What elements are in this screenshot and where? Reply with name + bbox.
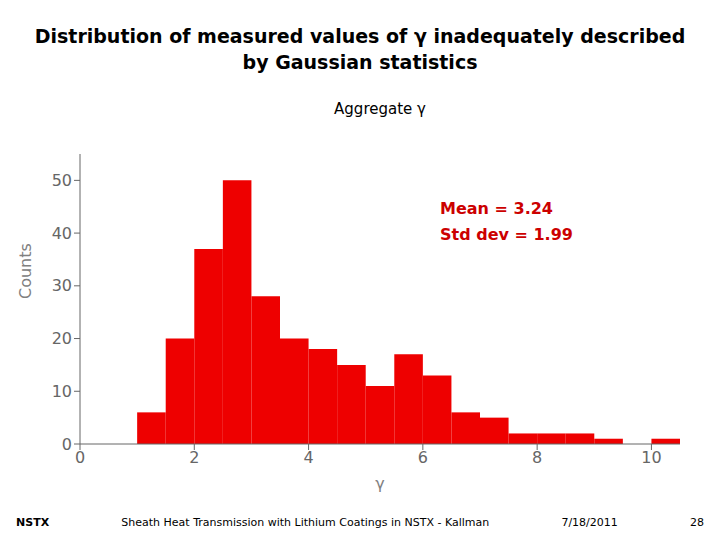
svg-text:0: 0 <box>62 435 72 454</box>
svg-text:40: 40 <box>52 224 72 243</box>
svg-text:50: 50 <box>52 171 72 190</box>
html-text:by Gaussian statistics: by Gaussian statistics <box>242 51 478 73</box>
html-text:7/18/2011: 7/18/2011 <box>561 515 618 529</box>
html-text:Distribution of measured value: Distribution of measured values of γ ina… <box>34 25 686 48</box>
svg-text:6: 6 <box>418 448 428 467</box>
svg-text:0: 0 <box>75 448 85 467</box>
svg-text:γ: γ <box>375 474 384 493</box>
html-text:Aggregate γ: Aggregate γ <box>334 100 426 118</box>
svg-text:10: 10 <box>52 382 72 401</box>
svg-text:30: 30 <box>52 276 72 295</box>
html-text:NSTX: NSTX <box>16 515 50 529</box>
svg-text:4: 4 <box>303 448 313 467</box>
html-text:Std dev = 1.99: Std dev = 1.99 <box>440 224 573 244</box>
svg-text:2: 2 <box>189 448 199 467</box>
html-text:Sheath Heat Transmission with: Sheath Heat Transmission with Lithium Co… <box>121 515 490 529</box>
svg-text:10: 10 <box>641 448 661 467</box>
html-text:Mean = 3.24: Mean = 3.24 <box>440 199 553 218</box>
svg-text:Counts: Counts <box>16 243 35 299</box>
svg-text:20: 20 <box>52 329 72 348</box>
svg-text:8: 8 <box>532 448 542 467</box>
html-text:28: 28 <box>690 515 704 529</box>
